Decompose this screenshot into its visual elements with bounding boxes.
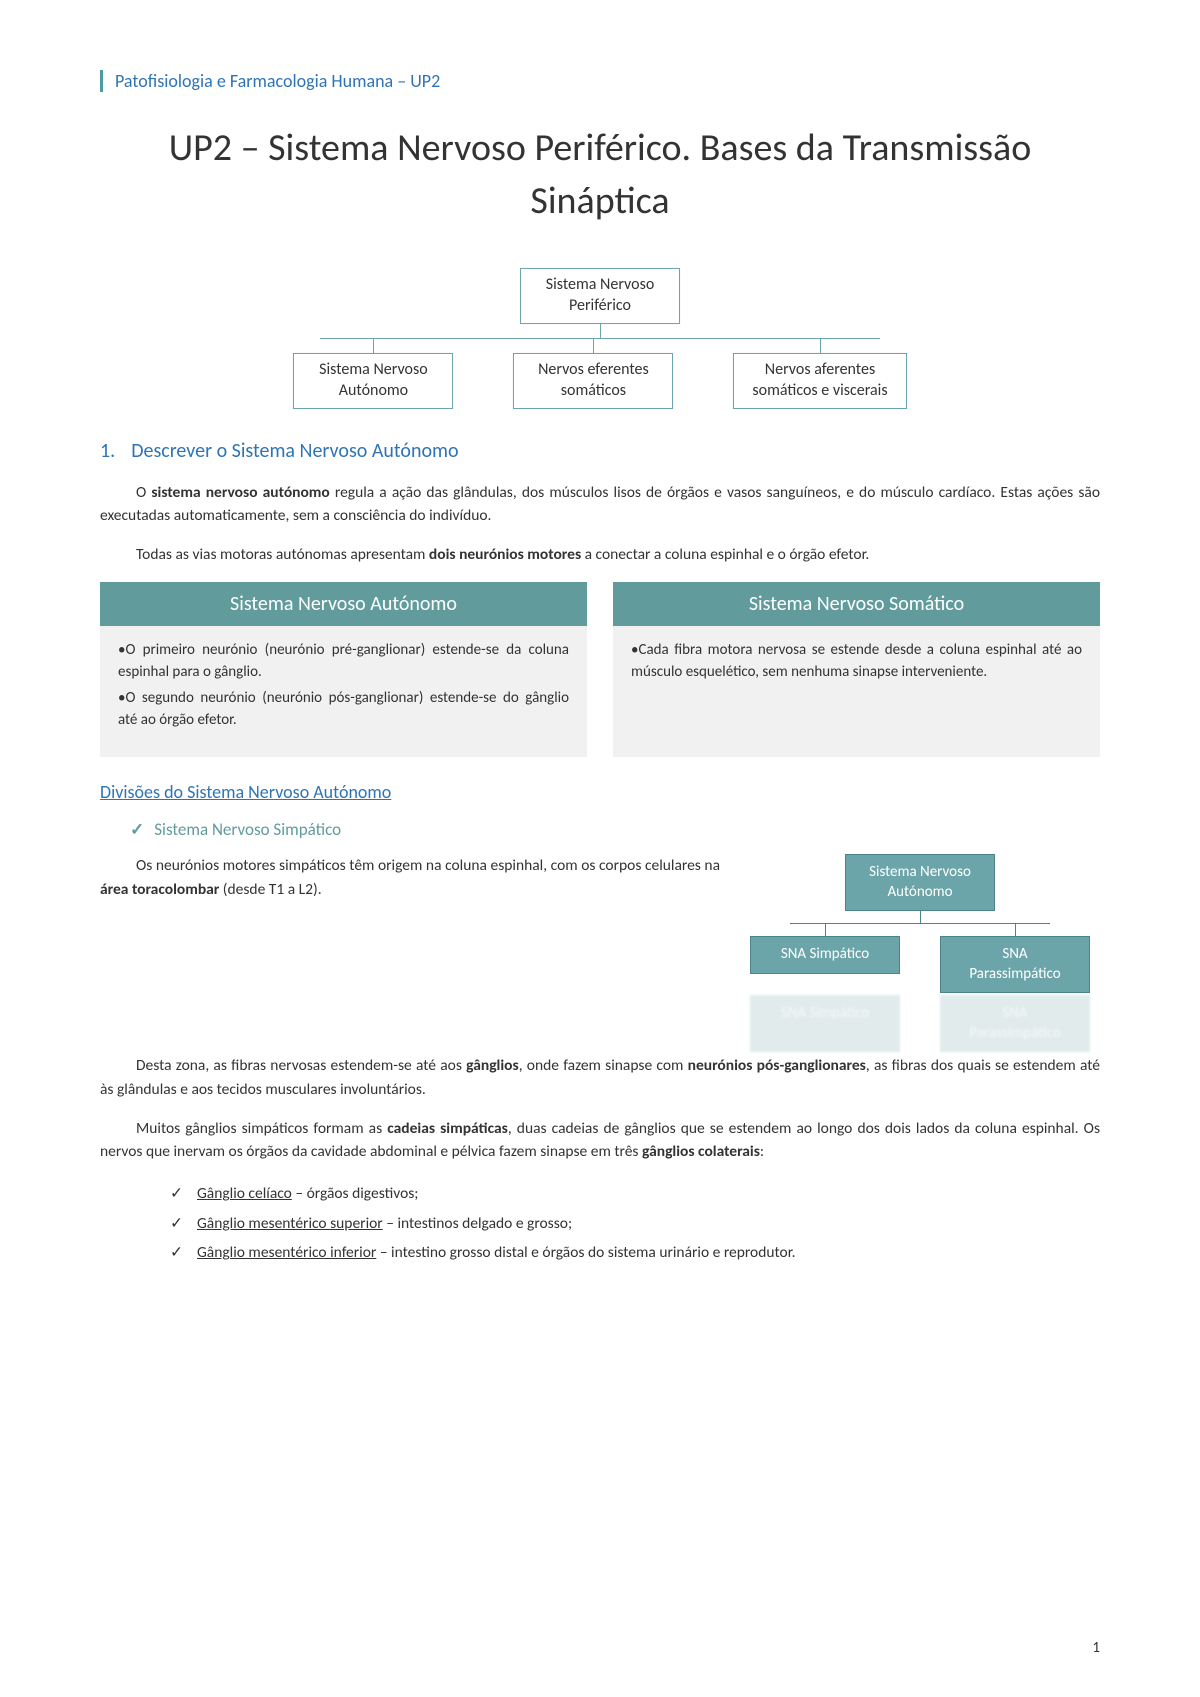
simp-p3: Muitos gânglios simpáticos formam as cad…	[100, 1117, 1100, 1164]
ganglio-2: Gânglio mesentérico inferior – intestino…	[170, 1238, 1100, 1267]
card-sns-title: Sistema Nervoso Somático	[613, 582, 1100, 626]
card-sna-bullet-1: •O segundo neurónio (neurónio pós-gangli…	[118, 688, 569, 732]
page-number: 1	[1092, 1639, 1100, 1657]
card-sns-bullet-0: •Cada fibra motora nervosa se estende de…	[631, 640, 1082, 684]
chart1-child-0: Sistema Nervoso Autónomo	[293, 339, 453, 409]
main-title: UP2 – Sistema Nervoso Periférico. Bases …	[100, 122, 1100, 228]
chart1-child-2-box: Nervos aferentes somáticos e viscerais	[733, 353, 906, 409]
section-1-num: 1.	[100, 439, 115, 463]
header-text: Patofisiologia e Farmacologia Humana – U…	[115, 70, 440, 92]
chart2-root: Sistema Nervoso Autónomo	[845, 854, 995, 911]
section1-p1: O sistema nervoso autónomo regula a ação…	[100, 481, 1100, 528]
ganglios-list: Gânglio celíaco – órgãos digestivos; Gân…	[170, 1179, 1100, 1267]
simp-p2: Desta zona, as fibras nervosas estendem-…	[100, 1054, 1100, 1101]
ganglio-1: Gânglio mesentérico superior – intestino…	[170, 1209, 1100, 1238]
section-1-heading: 1. Descrever o Sistema Nervoso Autónomo	[100, 439, 1100, 463]
chart1-root: Sistema Nervoso Periférico	[520, 268, 680, 324]
ganglio-0: Gânglio celíaco – órgãos digestivos;	[170, 1179, 1100, 1208]
card-sns-body: •Cada fibra motora nervosa se estende de…	[613, 626, 1100, 710]
divisions-heading: Divisões do Sistema Nervoso Autónomo	[100, 781, 1100, 803]
chart1-connector	[600, 324, 601, 338]
section1-p2: Todas as vias motoras autónomas apresent…	[100, 543, 1100, 566]
division-simpatico: Sistema Nervoso Simpático	[130, 819, 1100, 840]
chart1-child-2: Nervos aferentes somáticos e viscerais	[733, 339, 906, 409]
chart1-children-row: Sistema Nervoso Autónomo Nervos eferente…	[293, 339, 906, 409]
chart1-child-1-box: Nervos eferentes somáticos	[513, 353, 673, 409]
simp-p1: Os neurónios motores simpáticos têm orig…	[100, 854, 720, 901]
chart2-reflection: SNA Simpático SNA Parassimpático	[750, 995, 1090, 1052]
sna-subchart: Sistema Nervoso Autónomo SNA Simpático S…	[740, 854, 1100, 1054]
snp-hierarchy-chart: Sistema Nervoso Periférico Sistema Nervo…	[100, 268, 1100, 408]
card-sna-title: Sistema Nervoso Autónomo	[100, 582, 587, 626]
simpatico-row: Os neurónios motores simpáticos têm orig…	[100, 854, 1100, 1054]
chart1-child-0-box: Sistema Nervoso Autónomo	[293, 353, 453, 409]
chart2-child-1: SNA Parassimpático	[940, 936, 1090, 993]
card-sna: Sistema Nervoso Autónomo •O primeiro neu…	[100, 582, 587, 757]
page-header: Patofisiologia e Farmacologia Humana – U…	[100, 70, 1100, 92]
comparison-cards: Sistema Nervoso Autónomo •O primeiro neu…	[100, 582, 1100, 757]
chart2-children: SNA Simpático SNA Parassimpático	[750, 924, 1090, 993]
card-sna-body: •O primeiro neurónio (neurónio pré-gangl…	[100, 626, 587, 757]
chart1-child-1: Nervos eferentes somáticos	[513, 339, 673, 409]
section-1-title: Descrever o Sistema Nervoso Autónomo	[131, 439, 458, 463]
chart2-child-0: SNA Simpático	[750, 936, 900, 974]
simpatico-text: Os neurónios motores simpáticos têm orig…	[100, 854, 720, 917]
card-sna-bullet-0: •O primeiro neurónio (neurónio pré-gangl…	[118, 640, 569, 684]
card-sns: Sistema Nervoso Somático •Cada fibra mot…	[613, 582, 1100, 757]
